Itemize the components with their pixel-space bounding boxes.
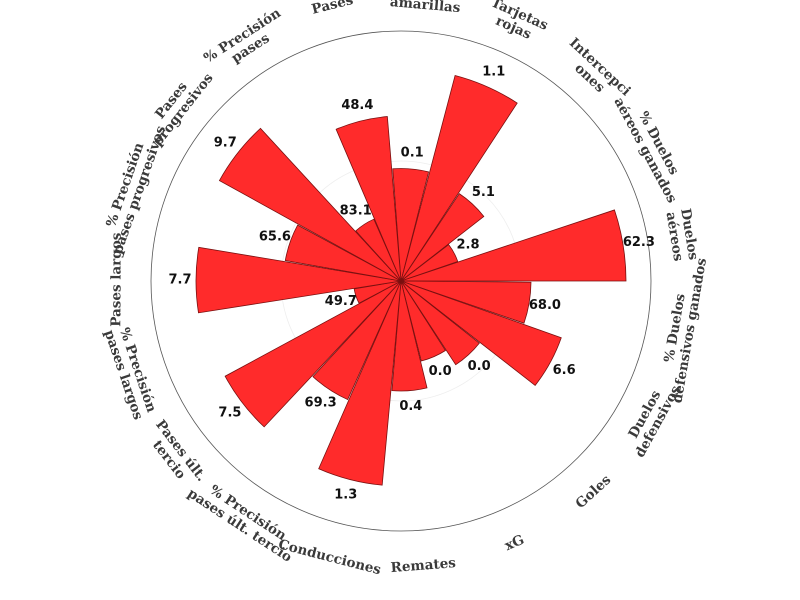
category-label-0: Tarjetasamarillas [389,0,462,16]
value-label-6: 6.6 [553,363,576,378]
category-label-18: Pases [310,0,355,18]
category-label-11: % Precisiónpases últ. tercio [184,473,303,566]
bar-4 [400,209,627,282]
value-label-13: 49.7 [325,294,357,309]
value-label-1: 1.1 [482,65,505,80]
value-label-3: 2.8 [456,238,479,253]
category-label-4: Duelosaéreos [662,207,701,264]
bar-0 [392,168,430,282]
bar-2 [400,193,485,282]
value-label-15: 65.6 [259,230,291,245]
bar-13 [353,280,402,304]
bar-17 [355,218,402,282]
bar-7 [400,280,480,366]
value-label-14: 7.7 [168,272,191,287]
bar-6 [400,280,562,386]
category-label-6: Duelosdefensivos [619,375,685,460]
bar-3 [400,244,459,282]
value-label-7: 0.0 [468,359,491,374]
bar-1 [400,75,518,282]
category-label-0-line-1: amarillas [389,0,461,16]
bar-11 [312,280,402,401]
category-label-9: Remates [390,555,457,576]
category-label-10-line-0: Conducciones [277,537,383,579]
bar-16 [218,127,402,282]
category-label-8-line-0: xG [502,532,526,554]
value-label-9: 0.4 [399,399,422,414]
category-label-18-line-0: Pases [310,0,355,18]
category-label-7-line-0: Goles [573,472,615,512]
bars-group [195,75,627,486]
value-label-2: 5.1 [472,185,495,200]
category-label-4-line-1: aéreos [663,211,687,263]
value-label-8: 0.0 [429,364,452,379]
category-label-17: % Precisiónpases [201,5,292,79]
value-label-12: 7.5 [218,405,241,420]
category-label-5: % Duelosdefensivos ganados [655,254,710,404]
category-label-14: Pases largos [108,232,124,327]
category-label-13: % Precisiónpases largos [101,323,161,422]
bar-5 [400,280,532,324]
value-label-18: 48.4 [341,98,373,113]
value-label-4: 62.3 [623,235,655,250]
category-label-3: % Duelosaéreos ganados [611,88,694,206]
bar-10 [318,280,402,486]
value-label-11: 69.3 [305,395,337,410]
bar-12 [224,280,402,428]
category-label-9-line-0: Remates [390,555,457,576]
category-label-7: Goles [573,472,615,512]
value-label-16: 9.7 [214,135,237,150]
value-label-0: 0.1 [401,145,424,160]
category-label-1: Tarjetasrojas [482,0,550,48]
category-label-10: Conducciones [277,537,383,579]
value-labels-group: 0.1 1.1 5.1 2.8 62.3 68.0 6.6 0.0 0.0 0.4 1.3 69.3 7… [168,65,654,503]
bar-18 [335,116,402,282]
outer-ring [150,30,652,532]
category-label-8: xG [502,532,526,554]
bar-8 [400,280,447,362]
bar-9 [391,280,428,392]
value-label-5: 68.0 [529,298,561,313]
bar-15 [284,224,402,282]
value-label-10: 1.3 [334,487,357,502]
value-label-17: 83.1 [340,203,372,218]
bar-14 [195,246,402,314]
category-label-14-line-0: Pases largos [108,232,124,327]
